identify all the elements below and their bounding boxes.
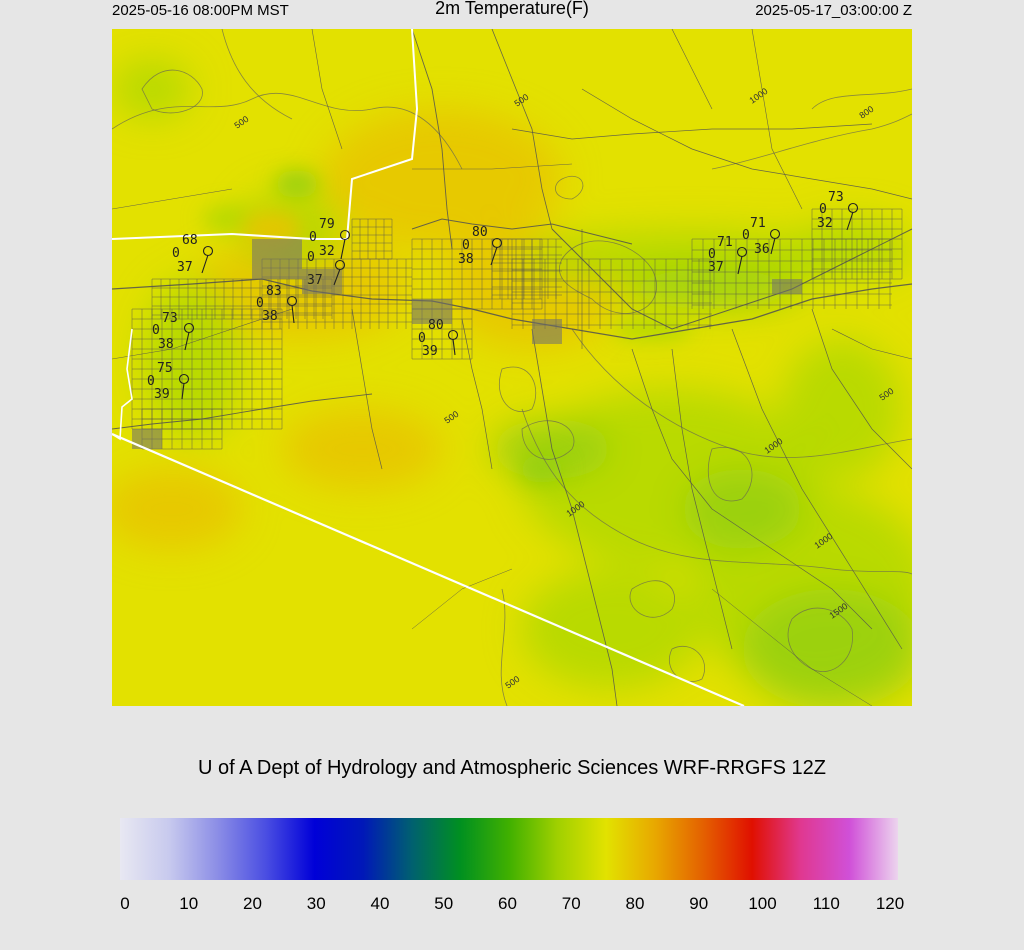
map-title: 2m Temperature(F)	[435, 0, 589, 18]
color-scale-label: 50	[434, 894, 454, 913]
elevation-contours	[112, 29, 912, 706]
station-wind: 0	[708, 247, 716, 262]
color-scale-label: 40	[370, 894, 390, 913]
station-wind: 0	[152, 323, 160, 338]
station-dewpoint: 38	[458, 252, 474, 267]
color-scale-label: 120	[875, 894, 905, 913]
color-scale-label: 60	[498, 894, 517, 913]
valid-time-local: 2025-05-16 08:00PM MST	[112, 2, 289, 19]
wind-barb	[490, 246, 498, 266]
color-scale-bar	[120, 818, 898, 880]
station-temperature: 75	[157, 361, 173, 376]
station-plots: 6803779032037830387303875039800388003971…	[147, 190, 859, 402]
wind-barb	[846, 211, 854, 231]
station-wind: 0	[256, 296, 264, 311]
station-temperature: 71	[717, 235, 733, 250]
station-dewpoint: 39	[154, 387, 170, 402]
boundary-lines	[112, 29, 745, 706]
station-dewpoint: 39	[422, 344, 438, 359]
station-dewpoint: 38	[262, 309, 278, 324]
wind-barb	[340, 238, 346, 260]
color-scale-label: 110	[812, 894, 840, 913]
color-scale-label: 10	[179, 894, 199, 913]
color-scale-label: 100	[748, 894, 777, 913]
color-scale-label: 0	[120, 894, 130, 913]
station-wind: 0	[147, 374, 155, 389]
wind-barb	[333, 268, 341, 286]
wind-barb	[737, 255, 743, 275]
station-temperature: 80	[472, 225, 488, 240]
station-temperature: 73	[828, 190, 844, 205]
station-dewpoint: 37	[708, 260, 724, 275]
station-wind: 0	[462, 238, 470, 253]
station-dewpoint: 32	[319, 244, 335, 259]
color-scale-label: 70	[561, 894, 581, 913]
color-scale-label: 20	[243, 894, 262, 913]
valid-time-utc: 2025-05-17_03:00:00 Z	[755, 2, 912, 19]
road-network	[112, 29, 912, 706]
station-dewpoint: 36	[754, 242, 770, 257]
station-dewpoint: 32	[817, 216, 833, 231]
station-wind: 0	[819, 202, 827, 217]
station-plot: 0 37	[307, 250, 346, 288]
model-credit: U of A Dept of Hydrology and Atmospheric…	[197, 757, 827, 779]
color-scale-label: 90	[689, 894, 709, 913]
station-temperature: 0	[307, 250, 315, 265]
wind-barb	[184, 331, 190, 351]
color-scale-label: 80	[625, 894, 645, 913]
station-temperature: 79	[319, 217, 335, 232]
station-wind: 0	[172, 246, 180, 261]
station-temperature: 83	[266, 284, 282, 299]
station-temperature: 73	[162, 311, 178, 326]
color-scale-label: 30	[306, 894, 326, 913]
color-scale-labels: 0 10 20 30 40 50 60 70 80 90 100 110 120	[0, 894, 1024, 918]
station-dewpoint: 38	[158, 337, 174, 352]
station-temperature: 80	[428, 318, 444, 333]
wind-barb	[201, 254, 209, 274]
station-wind: 0	[418, 331, 426, 346]
wind-barb	[181, 382, 185, 400]
station-wind: 0	[742, 228, 750, 243]
wind-barb	[452, 338, 456, 356]
station-wind: 0	[309, 230, 317, 245]
station-temperature: 71	[750, 216, 766, 231]
station-dewpoint: 37	[307, 273, 323, 288]
wind-barb	[291, 304, 295, 324]
station-temperature: 68	[182, 233, 198, 248]
station-dewpoint: 37	[177, 260, 193, 275]
wind-barb	[770, 237, 776, 255]
station-plot: 710 36	[742, 216, 781, 257]
